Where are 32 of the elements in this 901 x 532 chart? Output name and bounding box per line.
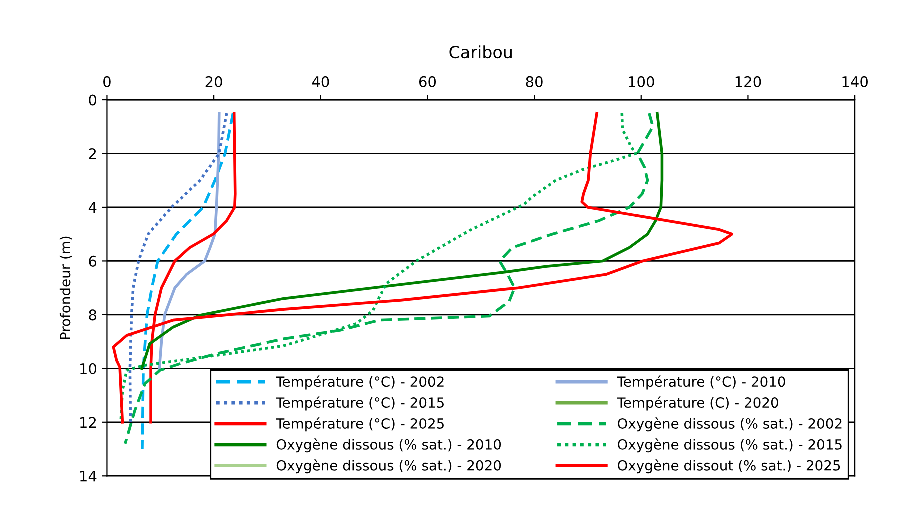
y-tick-label: 14 (80, 471, 97, 482)
y-tick-label: 8 (89, 310, 96, 321)
y-tick-label: 6 (89, 256, 97, 267)
line-series (158, 112, 221, 370)
x-tick-label: 80 (526, 76, 543, 88)
legend-label: Oxygène dissout (% sat.) - 2025 (618, 460, 840, 474)
chart-title: Caribou (450, 46, 512, 59)
y-tick-label: 4 (88, 202, 97, 214)
legend-label: Oxygène dissous (% sat.) - 2010 (276, 438, 502, 453)
x-tick-label: 60 (419, 76, 436, 88)
legend-label: Température (°C) - 2002 (276, 376, 444, 390)
legend-label: Oxygène dissous (% sat.) - 2015 (618, 438, 842, 453)
y-axis-title: Profondeur (m) (60, 236, 72, 340)
x-tick-label: 140 (842, 76, 868, 88)
legend-label: Température (°C) - 2015 (276, 396, 444, 411)
legend-label: Température (°C) - 2025 (276, 418, 444, 432)
legend-label: Oxygène dissous (% sat.) - 2020 (276, 460, 502, 474)
x-tick-label: 40 (312, 76, 330, 88)
line-series (141, 112, 235, 451)
y-tick-label: 10 (80, 363, 97, 374)
legend-label: Oxygène dissous (% sat.) - 2002 (618, 418, 842, 432)
y-tick-label: 0 (89, 94, 97, 106)
line-series (140, 112, 664, 370)
line-series (128, 112, 228, 424)
y-tick-label: 12 (80, 417, 96, 428)
y-tick-label: 2 (89, 148, 96, 160)
x-tick-label: 20 (206, 76, 222, 88)
legend-label: Température (C) - 2020 (617, 396, 778, 411)
x-tick-label: 100 (629, 76, 654, 88)
legend-label: Température (°C) - 2010 (617, 376, 786, 390)
x-tick-label: 0 (104, 76, 111, 88)
x-tick-label: 120 (736, 76, 762, 88)
